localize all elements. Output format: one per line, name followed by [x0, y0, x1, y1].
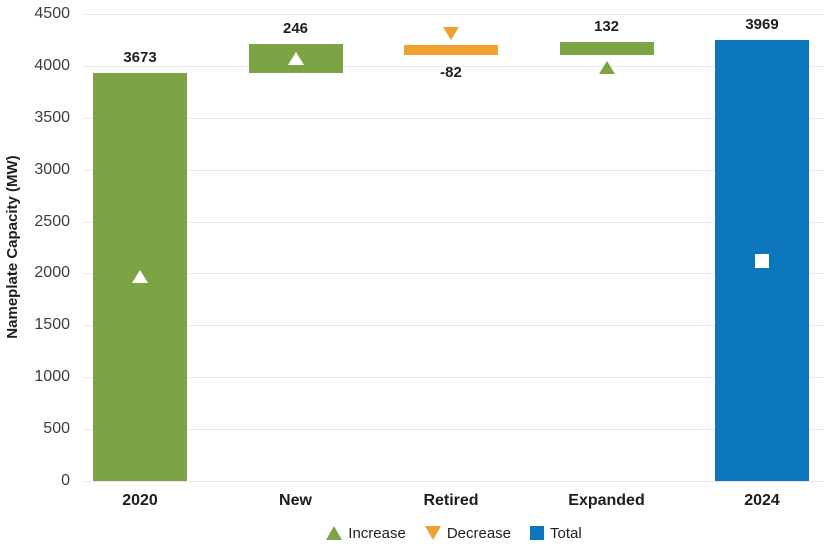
data-label-new: 246	[282, 20, 309, 38]
y-tick-label-2500: 2500	[34, 212, 70, 230]
square-marker-2024	[755, 253, 769, 268]
y-tick-label-4000: 4000	[34, 56, 70, 74]
data-label-retired: -82	[440, 64, 462, 82]
triangle-up-icon	[326, 526, 343, 540]
gridline-0	[84, 481, 824, 482]
triangle-up-marker-expanded	[598, 61, 615, 75]
triangle-up-marker-2020	[132, 270, 148, 284]
x-axis-label-2024: 2024	[744, 492, 780, 509]
bar-expanded	[559, 41, 654, 56]
gridline-500	[84, 429, 824, 431]
x-axis-label-new: New	[279, 492, 312, 509]
y-tick-label-500: 500	[43, 420, 70, 438]
legend-item-total: Total	[530, 525, 582, 542]
legend-item-increase: Increase	[326, 525, 406, 542]
y-axis-title: Nameplate Capacity (MW)	[4, 155, 21, 339]
triangle-down-marker-retired	[443, 26, 459, 40]
gridline-3500	[84, 117, 824, 119]
y-tick-label-3000: 3000	[34, 160, 70, 178]
data-label-expanded: 132	[593, 17, 620, 35]
x-axis-label-expanded: Expanded	[568, 492, 645, 509]
legend: Increase Decrease Total	[84, 523, 824, 543]
gridline-4500	[84, 14, 824, 15]
legend-item-decrease: Decrease	[424, 524, 512, 542]
y-tick-label-1500: 1500	[34, 316, 70, 334]
y-tick-label-1000: 1000	[34, 368, 70, 386]
y-tick-label-3500: 3500	[34, 108, 70, 126]
x-axis-label-retired: Retired	[423, 492, 479, 509]
gridline-3000	[84, 169, 824, 171]
square-icon	[530, 526, 545, 540]
bar-retired	[404, 44, 498, 56]
data-label-2024: 3969	[745, 16, 779, 33]
gridline-2500	[84, 221, 824, 223]
gridline-1500	[84, 325, 824, 327]
y-tick-label-2000: 2000	[34, 264, 70, 282]
legend-label: Increase	[348, 524, 406, 542]
legend-label: Total	[550, 524, 582, 542]
y-tick-label-4500: 4500	[34, 5, 70, 22]
gridline-1000	[84, 377, 824, 379]
data-label-2020: 3673	[123, 48, 157, 66]
triangle-up-marker-new	[287, 52, 304, 66]
triangle-down-icon	[424, 526, 441, 540]
legend-label: Decrease	[446, 524, 512, 542]
y-tick-label-0: 0	[61, 472, 70, 489]
x-axis-label-2020: 2020	[122, 492, 158, 509]
gridline-4000	[84, 65, 824, 67]
gridline-2000	[84, 273, 824, 275]
